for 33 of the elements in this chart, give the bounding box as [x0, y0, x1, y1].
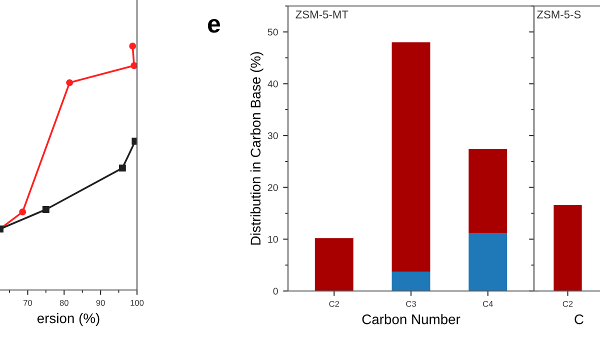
point [132, 138, 137, 145]
y-tick-label: 0 [273, 288, 278, 295]
y-tick-label: 30 [268, 132, 278, 140]
point [66, 79, 74, 86]
point [118, 164, 126, 172]
x-tick-label: 80 [60, 300, 68, 306]
bar [392, 42, 430, 272]
x-tick-label: C3 [406, 300, 416, 307]
bar [468, 149, 508, 233]
y-tick-label: 10 [268, 236, 278, 243]
bar [314, 238, 354, 291]
x-axis-title: Carbon Number [362, 314, 460, 324]
x-axis-title: C [574, 314, 584, 324]
x-tick-label: 90 [96, 300, 105, 306]
y-tick-label: 50 [268, 28, 278, 36]
y-tick-label: 20 [268, 184, 278, 191]
y-axis-title: Distribution in Carbon Base (%) [250, 52, 264, 245]
point [130, 62, 137, 70]
x-tick-label: C4 [482, 300, 493, 307]
bar [392, 272, 430, 291]
x-tick-label: C2 [562, 300, 573, 307]
point [129, 42, 136, 50]
point [42, 206, 50, 213]
x-tick-label: 70 [23, 300, 32, 306]
chart-title: ZSM-5-S [537, 10, 581, 18]
y-tick-label: 40 [268, 80, 278, 88]
x-tick-label: C2 [329, 300, 340, 307]
x-tick-label: 100 [130, 300, 144, 306]
text: e [208, 19, 220, 33]
x-axis-title: ersion (%) [37, 313, 100, 326]
bar [468, 232, 508, 291]
chart-title: ZSM-5-MT [296, 10, 348, 18]
point [19, 208, 26, 216]
